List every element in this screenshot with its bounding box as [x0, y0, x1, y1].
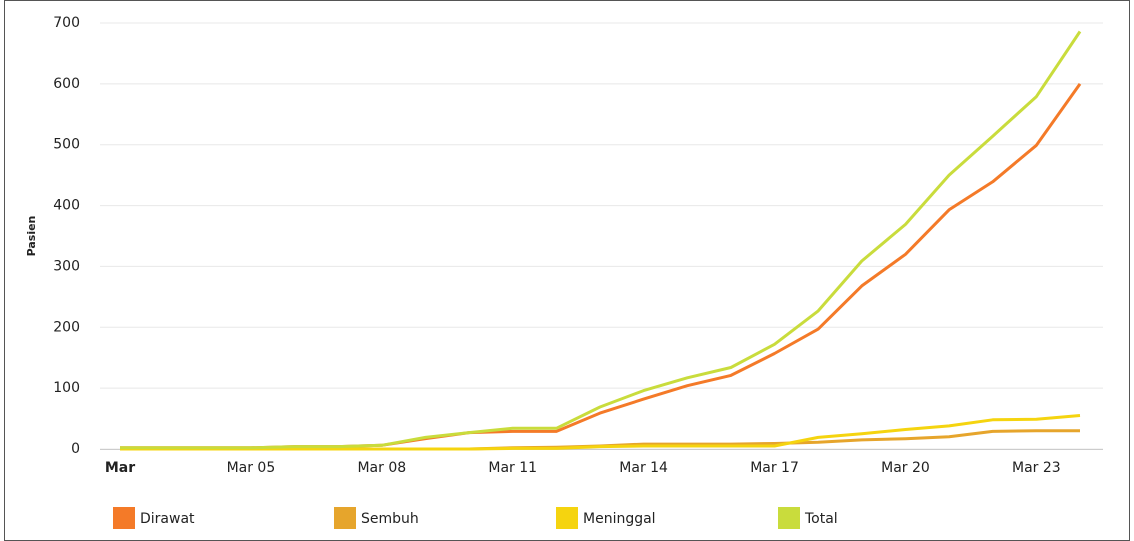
- y-tick-label: 400: [53, 198, 80, 214]
- legend-label: Sembuh: [361, 511, 419, 527]
- line-series: [120, 30, 1082, 450]
- y-tick-label: 0: [71, 441, 80, 457]
- y-tick-label: 200: [53, 319, 80, 335]
- x-tick-label: Mar 17: [750, 460, 799, 476]
- frame: [4, 0, 1130, 541]
- x-tick-label: Mar: [105, 460, 135, 476]
- legend-label: Dirawat: [140, 511, 195, 527]
- y-tick-label: 300: [53, 258, 80, 274]
- y-tick-label: 500: [53, 137, 80, 153]
- legend-swatch: [334, 507, 356, 529]
- line-series: [120, 414, 1081, 451]
- y-tick-label: 700: [53, 15, 80, 31]
- x-tick-label: Mar 20: [881, 460, 930, 476]
- x-tick-label: Mar 23: [1012, 460, 1061, 476]
- x-tick-label: Mar 05: [227, 460, 276, 476]
- legend-swatch: [113, 507, 135, 529]
- legend-label: Total: [804, 511, 838, 527]
- legend-swatch: [778, 507, 800, 529]
- y-axis-label: Pasien: [25, 216, 38, 257]
- y-tick-label: 600: [53, 76, 80, 92]
- line-series: [120, 83, 1082, 450]
- x-tick-label: Mar 14: [619, 460, 668, 476]
- legend-label: Meninggal: [583, 511, 656, 527]
- legend-swatch: [556, 507, 578, 529]
- x-tick-label: Mar 08: [357, 460, 406, 476]
- y-tick-label: 100: [53, 380, 80, 396]
- x-tick-label: Mar 11: [488, 460, 537, 476]
